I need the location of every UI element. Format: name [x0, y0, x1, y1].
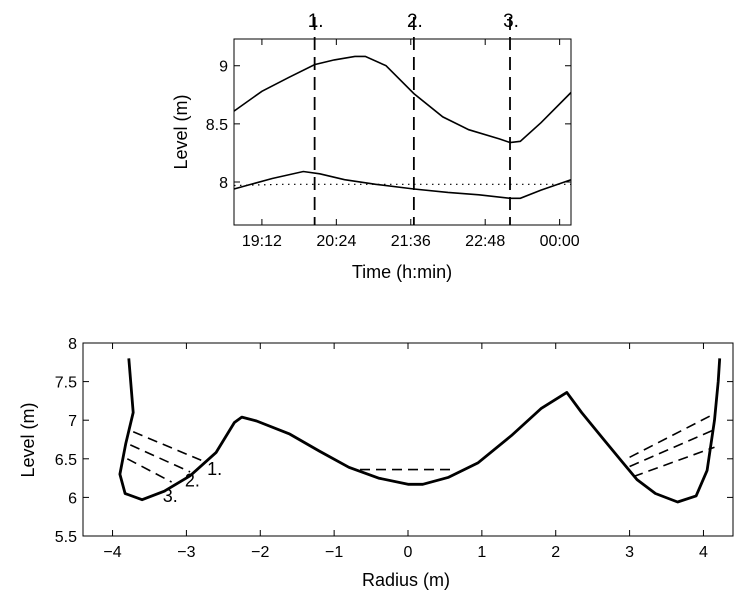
- x-tick-label: −2: [251, 544, 269, 561]
- event-markers: 1. 2. 3.: [308, 11, 519, 225]
- x-tick-label: 00:00: [540, 233, 580, 250]
- y-tick-label: 8: [219, 175, 228, 192]
- dashed-level-2-segment-1: [129, 444, 191, 473]
- x-tick-label: 1: [477, 544, 486, 561]
- y-tick-label: 9: [219, 59, 228, 76]
- x-tick-label: 21:36: [391, 233, 431, 250]
- dashed-line-labels: 1. 2. 3.: [163, 459, 222, 506]
- radius-axis-label: Radius (m): [362, 570, 450, 590]
- dashed-level-1-segment-3: [629, 414, 712, 459]
- level-series-line-3: [233, 183, 571, 187]
- event-marker-label-1: 1.: [308, 11, 324, 32]
- x-tick-label: −4: [103, 544, 121, 561]
- y-tick-label: 6.5: [55, 452, 77, 469]
- radial-plot-level-ticks: 5.5 6 6.5 7 7.5 8: [55, 336, 733, 546]
- x-tick-label: −1: [325, 544, 343, 561]
- y-tick-label: 7: [68, 413, 77, 430]
- y-tick-label: 8.5: [206, 117, 228, 134]
- time-series-chart: 1. 2. 3. 19:12 20:24 21:36 22:48 00:00 88.59 T…: [171, 11, 580, 282]
- dashed-level-3-segment-1: [126, 458, 172, 483]
- bed-profile-series: [118, 358, 722, 504]
- x-tick-label: 2: [551, 544, 560, 561]
- time-plot-frame: [233, 38, 572, 226]
- x-tick-label: 4: [699, 544, 708, 561]
- level-series-line-1: [233, 55, 572, 144]
- level-axis-ticks: 88.59: [206, 59, 571, 192]
- dashed-level-2-segment-2: [629, 429, 714, 468]
- time-series-lines: [233, 55, 572, 200]
- bed-profile-line: [118, 358, 722, 504]
- time-plot-level-axis-label: Level (m): [171, 94, 191, 169]
- event-marker-label-2: 2.: [407, 11, 423, 32]
- x-tick-label: −3: [177, 544, 195, 561]
- x-tick-label: 0: [404, 544, 413, 561]
- radial-plot-level-axis-label: Level (m): [18, 402, 38, 477]
- dashed-level-1-segment-1: [132, 431, 202, 462]
- time-axis-ticks: 19:12 20:24 21:36 22:48 00:00: [242, 39, 580, 250]
- y-tick-label: 6: [68, 490, 77, 507]
- y-tick-label: 8: [68, 336, 77, 353]
- water-level-dashed-lines: [126, 414, 715, 483]
- x-tick-label: 19:12: [242, 233, 282, 250]
- radial-plot-frame: [82, 342, 734, 537]
- time-axis-label: Time (h:min): [352, 262, 452, 282]
- dashed-level-label-3: 3.: [163, 486, 178, 506]
- radial-profile-chart: 1. 2. 3. −4 −3 −2 −1 0 1 2 3 4 5.5 6 6.5 7 7.5 8 Radius…: [18, 336, 734, 590]
- dashed-level-label-2: 2.: [185, 470, 200, 490]
- dashed-level-3-segment-2: [633, 446, 715, 478]
- y-tick-label: 5.5: [55, 529, 77, 546]
- dashed-level-label-1: 1.: [207, 459, 222, 479]
- event-marker-label-3: 3.: [503, 11, 519, 32]
- x-tick-label: 3: [625, 544, 634, 561]
- y-tick-label: 7.5: [55, 375, 77, 392]
- radius-axis-ticks: −4 −3 −2 −1 0 1 2 3 4: [103, 343, 708, 561]
- x-tick-label: 20:24: [316, 233, 356, 250]
- x-tick-label: 22:48: [465, 233, 505, 250]
